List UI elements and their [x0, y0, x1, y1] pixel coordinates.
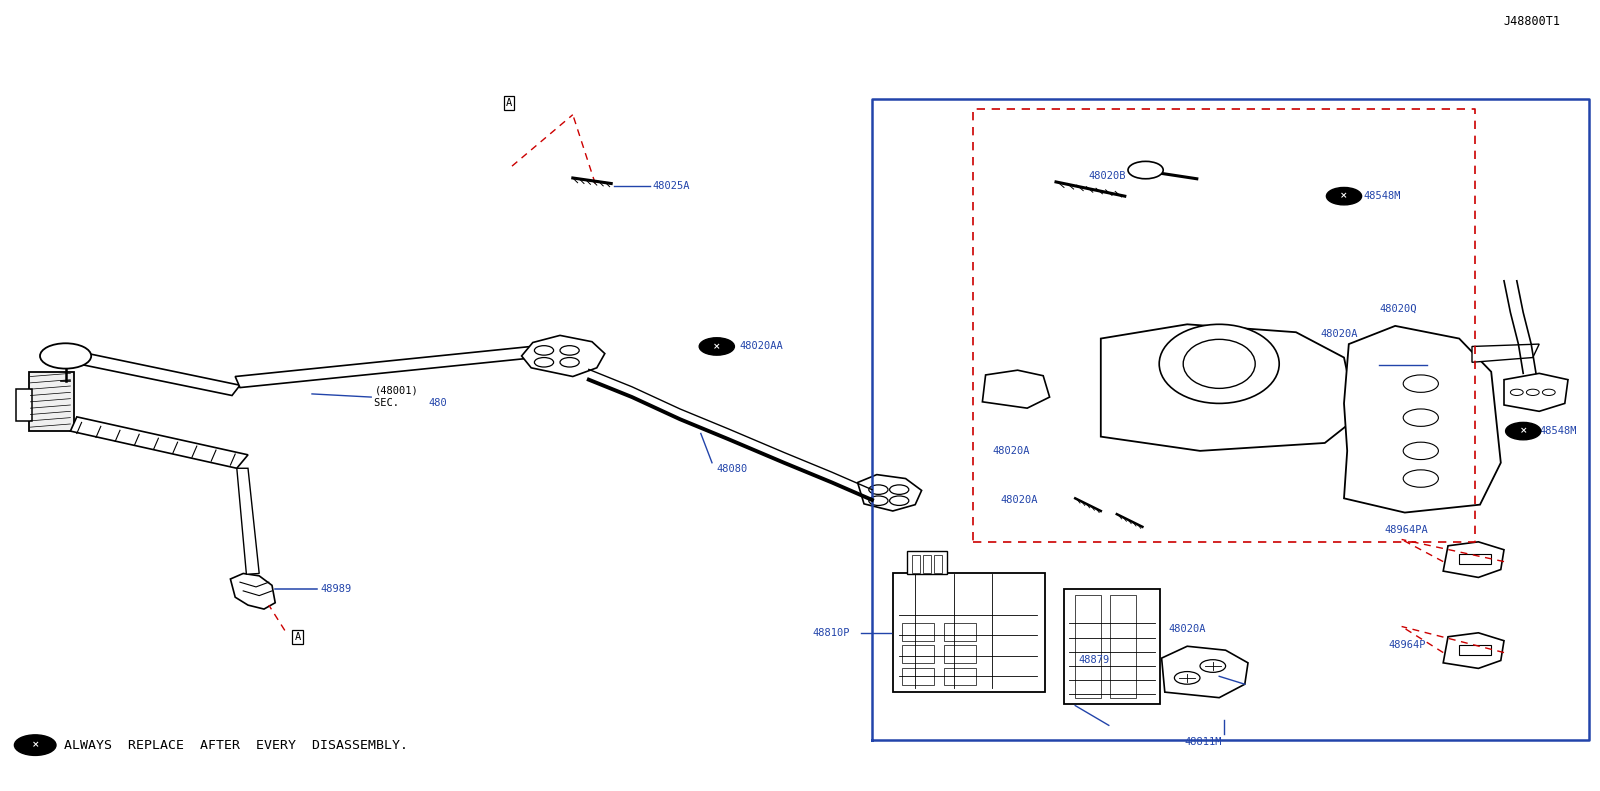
Circle shape	[1200, 660, 1226, 672]
Circle shape	[560, 358, 579, 367]
Bar	[902, 623, 934, 641]
Polygon shape	[1443, 633, 1504, 668]
Polygon shape	[1443, 542, 1504, 577]
Polygon shape	[235, 346, 536, 388]
Text: 48989: 48989	[320, 585, 352, 594]
Bar	[912, 555, 920, 573]
Text: A: A	[294, 632, 301, 642]
Polygon shape	[70, 351, 240, 396]
Polygon shape	[1162, 646, 1248, 698]
Circle shape	[699, 338, 734, 355]
Text: 48020A: 48020A	[1168, 624, 1205, 634]
Text: 48879: 48879	[1078, 656, 1110, 665]
Circle shape	[1526, 389, 1539, 396]
Circle shape	[1326, 187, 1362, 205]
Bar	[907, 551, 947, 574]
Text: 48020A: 48020A	[1000, 495, 1037, 505]
Ellipse shape	[1184, 339, 1256, 388]
Text: 48548M: 48548M	[1363, 191, 1400, 201]
Circle shape	[1542, 389, 1555, 396]
Circle shape	[534, 358, 554, 367]
Text: ×: ×	[1520, 426, 1526, 436]
Text: 48020Q: 48020Q	[1379, 304, 1416, 313]
Circle shape	[869, 496, 888, 505]
Bar	[29, 372, 74, 431]
Polygon shape	[858, 475, 922, 511]
Text: ×: ×	[714, 342, 720, 351]
Text: A: A	[506, 98, 512, 108]
Bar	[944, 623, 976, 641]
Polygon shape	[522, 335, 605, 377]
Bar	[1459, 554, 1491, 564]
Text: 48548M: 48548M	[1539, 426, 1576, 436]
Polygon shape	[982, 370, 1050, 408]
Bar	[1459, 645, 1491, 655]
Text: J48800T1: J48800T1	[1502, 15, 1560, 28]
Circle shape	[560, 346, 579, 355]
Text: 48020B: 48020B	[1088, 171, 1125, 180]
Circle shape	[14, 735, 56, 755]
Bar	[944, 668, 976, 685]
Text: 48811M: 48811M	[1184, 737, 1221, 747]
Text: 48020A: 48020A	[1320, 329, 1357, 339]
Text: 48020A: 48020A	[992, 446, 1029, 456]
Bar	[902, 645, 934, 663]
Text: (48001): (48001)	[374, 386, 418, 396]
Text: 48964P: 48964P	[1389, 640, 1426, 649]
Circle shape	[890, 485, 909, 494]
Text: ×: ×	[1341, 191, 1347, 201]
Text: ×: ×	[32, 740, 38, 750]
Circle shape	[890, 496, 909, 505]
Circle shape	[1403, 375, 1438, 392]
Bar	[16, 389, 32, 421]
Bar	[934, 555, 942, 573]
Ellipse shape	[1158, 324, 1280, 403]
Polygon shape	[230, 573, 275, 609]
Text: SEC.: SEC.	[374, 399, 411, 408]
Bar	[944, 645, 976, 663]
Circle shape	[1403, 409, 1438, 426]
Text: 48810P: 48810P	[813, 628, 850, 638]
Bar	[923, 555, 931, 573]
Polygon shape	[237, 468, 259, 574]
Polygon shape	[1101, 324, 1357, 451]
Polygon shape	[70, 417, 248, 468]
Circle shape	[534, 346, 554, 355]
Circle shape	[1174, 672, 1200, 684]
Bar	[1110, 595, 1136, 698]
Text: 48020AA: 48020AA	[739, 342, 782, 351]
Polygon shape	[1344, 326, 1501, 513]
Polygon shape	[1504, 373, 1568, 411]
Circle shape	[1403, 470, 1438, 487]
Polygon shape	[1472, 344, 1539, 362]
Circle shape	[40, 343, 91, 369]
Circle shape	[1506, 422, 1541, 440]
Bar	[893, 573, 1045, 692]
Text: ALWAYS  REPLACE  AFTER  EVERY  DISASSEMBLY.: ALWAYS REPLACE AFTER EVERY DISASSEMBLY.	[64, 739, 408, 751]
Bar	[1064, 589, 1160, 704]
Text: 48025A: 48025A	[653, 181, 690, 191]
Circle shape	[1510, 389, 1523, 396]
Text: 48080: 48080	[717, 464, 749, 474]
Text: 480: 480	[429, 399, 448, 408]
Bar	[1075, 595, 1101, 698]
Circle shape	[1403, 442, 1438, 460]
Circle shape	[1128, 161, 1163, 179]
Bar	[902, 668, 934, 685]
Circle shape	[869, 485, 888, 494]
Text: 48964PA: 48964PA	[1384, 525, 1427, 535]
